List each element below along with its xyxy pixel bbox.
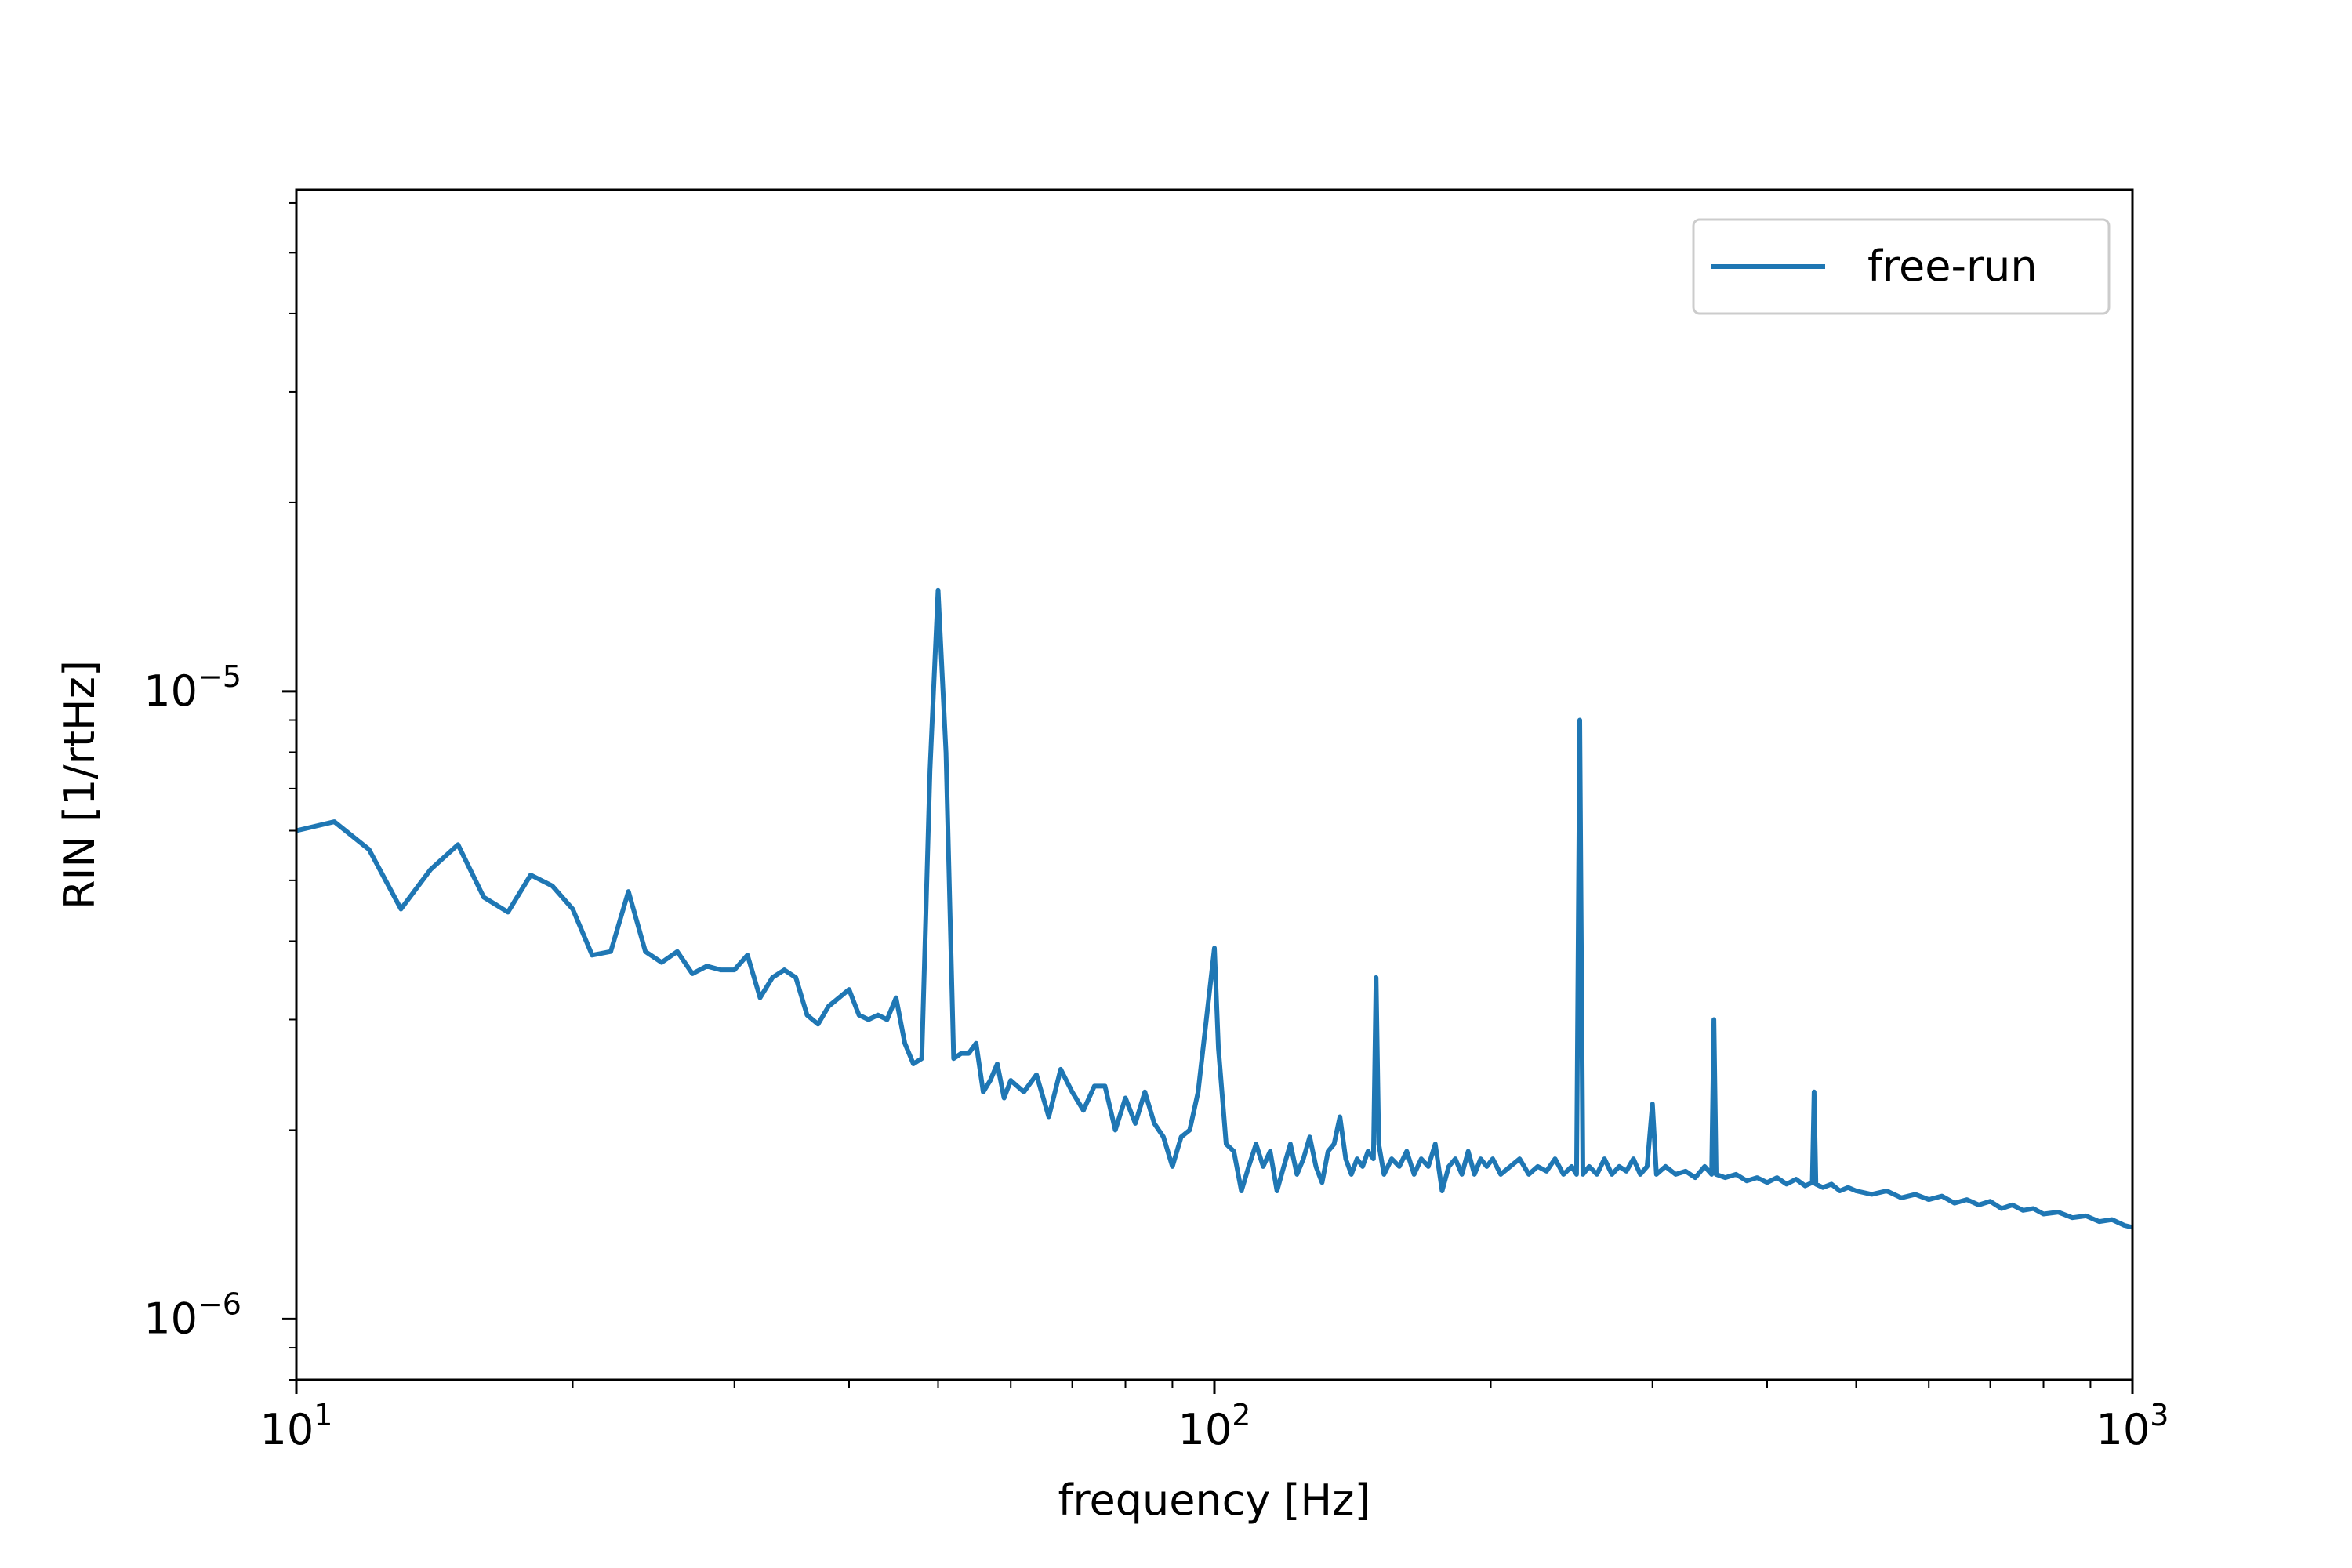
y-axis: 10−610−5 [143,201,296,1381]
y-tick-label-exponent: −5 [198,659,241,694]
plot-area [296,587,2132,1230]
y-tick-label-exponent: −6 [198,1287,241,1321]
y-tick-label-base: 10 [143,1294,198,1343]
legend-label-free-run: free-run [1867,241,2038,291]
x-tick-label-base: 10 [2096,1405,2151,1454]
series-line-free-run [296,587,2132,1230]
x-axis: 101 102 103 [260,1380,2169,1454]
x-tick-label: 103 [2096,1398,2169,1454]
x-tick-label-base: 10 [260,1405,314,1454]
x-tick-label: 102 [1178,1398,1251,1454]
y-axis-label: RIN [1/rtHz] [55,660,104,909]
x-tick-label-exponent: 2 [1232,1398,1250,1432]
legend-box [1692,218,2111,315]
x-axis-label: frequency [Hz] [1058,1475,1370,1525]
x-tick-label-exponent: 3 [2150,1398,2169,1432]
legend: free-run [1692,218,2111,315]
y-tick-label-base: 10 [143,666,198,716]
y-tick-label: 10−5 [143,659,241,716]
y-tick-label: 10−6 [143,1287,241,1343]
x-tick-label-base: 10 [1178,1405,1232,1454]
x-tick-label: 101 [260,1398,333,1454]
x-tick-label-exponent: 1 [314,1398,332,1432]
